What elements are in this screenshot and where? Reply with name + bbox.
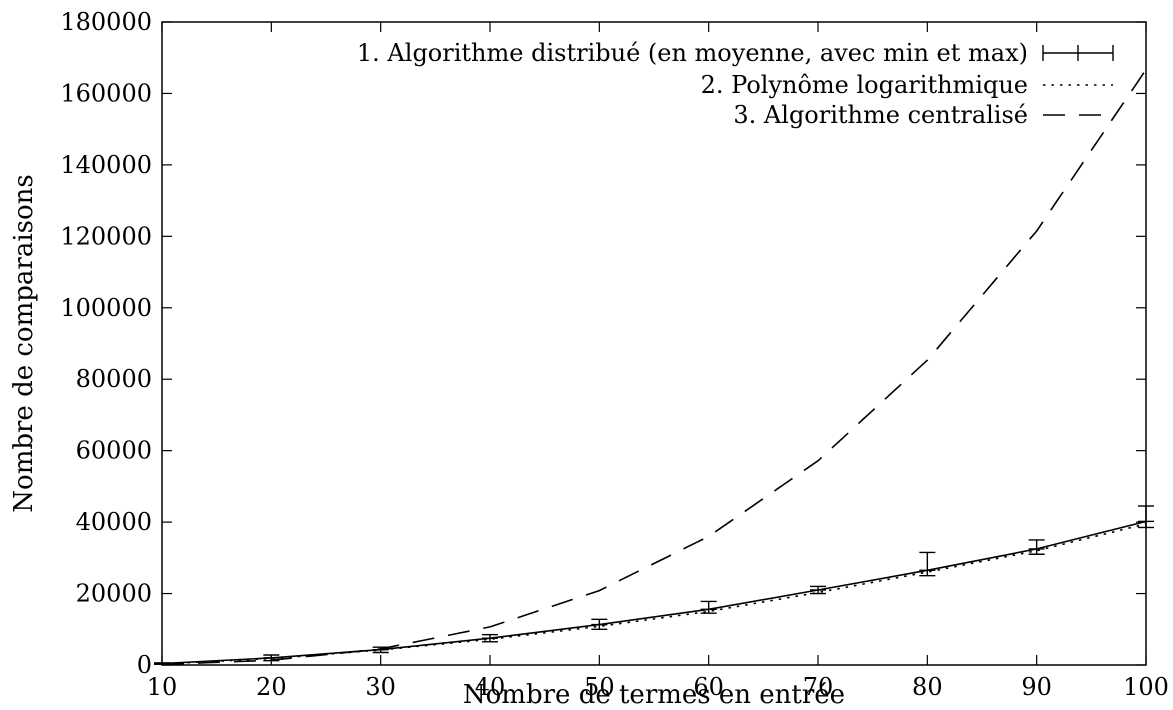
legend: 1. Algorithme distribué (en moyenne, ave… [357,39,1114,129]
series-2-line [161,523,1147,665]
series-3-line [161,69,1147,666]
plot-frame [161,21,1147,666]
x-tick-label: 40 [475,673,506,701]
y-tick-label: 180000 [60,8,152,36]
y-tick-label: 120000 [60,222,152,250]
legend-entry-1: 1. Algorithme distribué (en moyenne, ave… [357,39,1114,67]
y-tick-label: 160000 [60,79,152,107]
plot-border [161,21,1147,666]
series-1-line [161,520,1147,665]
legend-entry-2: 2. Polynôme logarithmique [701,71,1113,99]
legend-entry-3: 3. Algorithme centralisé [733,101,1113,129]
y-tick-label: 100000 [60,294,152,322]
y-tick-label: 80000 [76,365,152,393]
y-tick-label: 20000 [76,580,152,608]
series-1 [154,505,1154,665]
y-tick-label: 0 [137,651,152,679]
series-3 [161,69,1147,666]
x-tick-label: 30 [365,673,396,701]
x-tick-label: 70 [803,673,834,701]
series-2 [161,523,1147,665]
legend-label: 2. Polynôme logarithmique [701,71,1028,99]
y-axis-label: Nombre de comparaisons [9,174,39,512]
axis-ticks: 10 20 30 40 50 60 70 80 90 100 0 20000 40000 60000 800… [60,8,1169,701]
y-tick-label: 60000 [76,437,152,465]
legend-label: 1. Algorithme distribué (en moyenne, ave… [357,39,1028,67]
x-tick-label: 80 [912,673,943,701]
x-tick-label: 90 [1021,673,1052,701]
x-tick-label: 50 [584,673,615,701]
y-tick-label: 40000 [76,508,152,536]
x-axis-label: Nombre de termes en entrée [463,680,845,710]
x-tick-label: 60 [693,673,724,701]
series-group [154,69,1154,666]
x-tick-label: 100 [1123,673,1169,701]
y-tick-label: 140000 [60,151,152,179]
legend-label: 3. Algorithme centralisé [733,101,1028,129]
x-tick-label: 10 [147,673,178,701]
x-tick-label: 20 [256,673,287,701]
